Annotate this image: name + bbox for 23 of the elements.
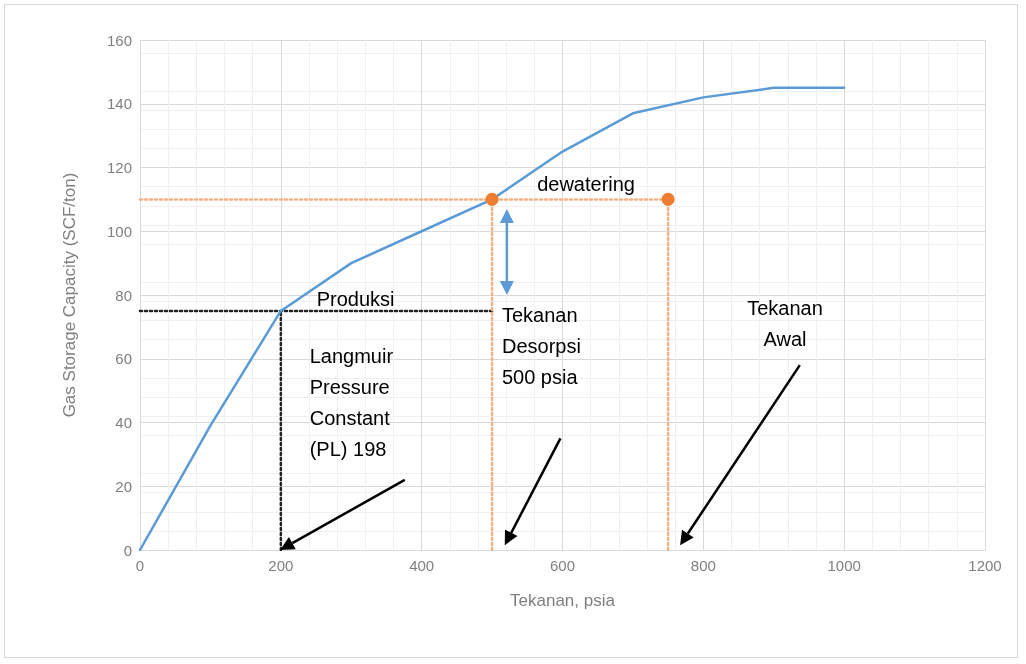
annotation: Produksi <box>316 287 395 310</box>
x-tick-label: 600 <box>549 557 576 574</box>
x-tick-label: 0 <box>135 557 145 574</box>
y-tick-label: 20 <box>115 477 132 495</box>
y-tick-label: 60 <box>115 350 132 368</box>
annotation: dewatering <box>537 172 635 195</box>
x-tick-label: 800 <box>690 557 716 574</box>
y-tick-label: 0 <box>123 541 132 559</box>
y-axis-title: Gas Storage Capacity (SCF/ton) <box>60 172 79 418</box>
y-tick-label: 100 <box>106 222 132 240</box>
y-tick-label: 140 <box>106 95 132 113</box>
y-tick-label: 160 <box>106 31 132 49</box>
x-tick-label: 1000 <box>827 557 861 574</box>
x-tick-label: 400 <box>409 557 435 574</box>
y-tick-label: 120 <box>106 159 132 176</box>
x-tick-label: 1200 <box>968 557 1002 574</box>
annotation: Langmuir Pressure Constant (PL) 198 <box>309 345 394 461</box>
annotation: Tekanan Awal <box>747 297 823 351</box>
y-tick-label: 80 <box>115 286 132 304</box>
annotation: Tekanan Desorpsi 500 psia <box>501 303 581 388</box>
y-tick-label: 40 <box>115 414 132 431</box>
x-tick-label: 200 <box>268 557 294 574</box>
x-axis-title: Tekanan, psia <box>510 591 616 610</box>
